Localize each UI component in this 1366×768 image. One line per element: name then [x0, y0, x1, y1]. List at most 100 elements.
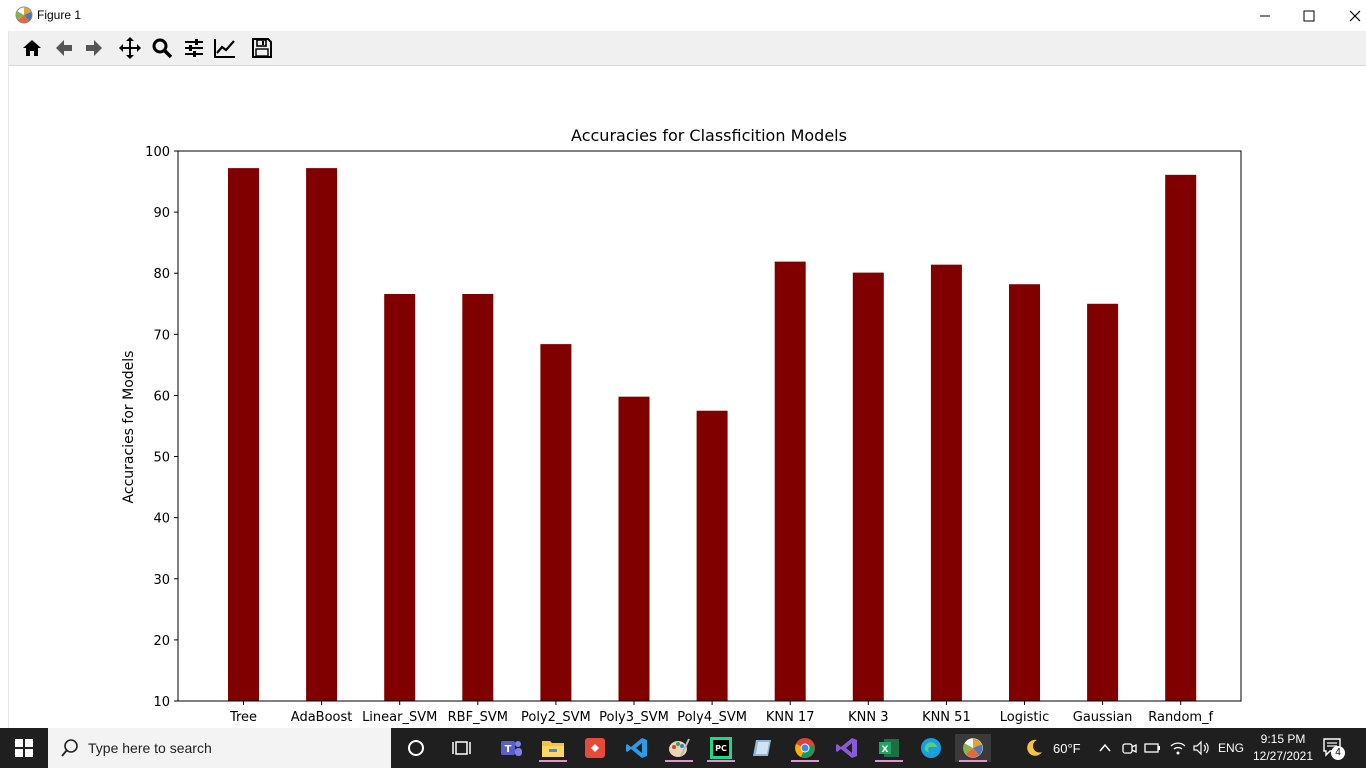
folder-icon — [542, 741, 564, 757]
title-bar: Figure 1 — [0, 0, 1366, 31]
x-tick-label: KNN 3 — [848, 710, 888, 725]
maximize-icon — [1303, 10, 1315, 21]
y-tick-label: 100 — [145, 145, 170, 160]
battery-icon[interactable] — [1144, 740, 1162, 756]
y-tick-label: 70 — [153, 328, 170, 343]
navigation-toolbar — [8, 31, 1366, 66]
notification-badge: 4 — [1331, 746, 1345, 760]
visual-studio-icon — [836, 738, 857, 758]
chrome-app[interactable] — [787, 734, 823, 762]
clock-date: 12/27/2021 — [1252, 749, 1314, 763]
x-tick-label: Logistic — [1000, 710, 1049, 725]
floppy-disk-icon — [252, 38, 272, 58]
home-icon — [23, 40, 41, 56]
chrome-icon — [795, 738, 815, 758]
excel-app[interactable]: X — [871, 734, 907, 762]
git-diamond-icon — [585, 738, 605, 758]
paint-app[interactable] — [661, 734, 697, 762]
svg-text:X: X — [882, 745, 889, 755]
task-view-button[interactable] — [445, 734, 481, 762]
matplotlib-app[interactable] — [955, 734, 991, 762]
teams-app[interactable]: T — [493, 734, 529, 762]
arrow-right-icon — [86, 40, 102, 56]
x-tick-label: Tree — [229, 710, 257, 725]
x-tick-label: Linear_SVM — [362, 710, 437, 725]
window-left-edge — [0, 31, 9, 728]
move-arrows-icon — [119, 37, 141, 59]
clock[interactable]: 9:15 PM 12/27/2021 — [1248, 731, 1318, 767]
active-indicator — [665, 760, 693, 762]
active-indicator — [959, 760, 987, 762]
bar-chart: Accuracies for Classficition Models Accu… — [121, 126, 1242, 725]
meet-now-icon[interactable] — [1121, 740, 1137, 756]
y-tick-label: 10 — [153, 695, 170, 710]
x-tick-label: RBF_SVM — [448, 710, 508, 725]
language-indicator[interactable]: ENG — [1218, 741, 1245, 755]
maximize-button[interactable] — [1286, 0, 1332, 31]
active-indicator — [707, 760, 735, 762]
configure-subplots-button[interactable] — [180, 35, 208, 61]
start-button[interactable] — [6, 734, 42, 762]
search-placeholder: Type here to search — [88, 740, 212, 756]
y-tick-label: 90 — [153, 206, 170, 221]
x-tick-label: Poly3_SVM — [599, 710, 669, 725]
minimize-button[interactable] — [1242, 0, 1288, 31]
x-tick-label: AdaBoost — [291, 710, 353, 725]
pycharm-app[interactable]: PC — [703, 734, 739, 762]
window-title: Figure 1 — [37, 8, 82, 22]
svg-text:T: T — [505, 744, 512, 755]
file-explorer-app[interactable] — [535, 734, 571, 762]
axes-frame — [177, 150, 1242, 702]
notebook-icon — [753, 740, 771, 756]
palette-icon — [669, 738, 690, 757]
sliders-icon — [185, 39, 203, 57]
x-ticks-group: Tree AdaBoost Linear_SVM RBF_SVM Poly2_SVM Po… — [229, 701, 1214, 725]
edge-app[interactable] — [913, 734, 949, 762]
y-tick-label: 60 — [153, 389, 170, 404]
edit-axis-button[interactable] — [211, 35, 239, 61]
windows-logo-icon — [15, 739, 33, 757]
bar-knn-17 — [774, 261, 806, 701]
notes-app[interactable] — [745, 734, 781, 762]
line-chart-icon — [214, 39, 235, 58]
wifi-icon[interactable] — [1169, 740, 1187, 756]
back-button[interactable] — [50, 35, 78, 61]
x-tick-label: Poly2_SVM — [521, 710, 591, 725]
y-tick-label: 80 — [153, 267, 170, 282]
x-tick-label: Random_f — [1148, 710, 1213, 725]
visual-studio-app[interactable] — [829, 734, 865, 762]
cortana-button[interactable] — [398, 734, 434, 762]
taskbar-search-box[interactable]: Type here to search — [48, 728, 391, 768]
vscode-app[interactable] — [619, 734, 655, 762]
svg-text:PC: PC — [715, 744, 727, 753]
magnifier-icon — [152, 38, 173, 59]
chevron-up-icon[interactable] — [1098, 741, 1112, 755]
y-tick-label: 50 — [153, 451, 170, 466]
volume-icon[interactable] — [1192, 740, 1210, 756]
save-button[interactable] — [248, 35, 276, 61]
pycharm-icon: PC — [710, 737, 732, 759]
forward-button[interactable] — [80, 35, 108, 61]
pan-button[interactable] — [116, 35, 144, 61]
active-indicator — [875, 760, 903, 762]
notification-count: 4 — [1335, 747, 1341, 758]
minimize-icon — [1260, 15, 1270, 16]
action-center-button[interactable]: 4 — [1322, 736, 1346, 760]
x-tick-label: KNN 51 — [922, 710, 971, 725]
y-ticks-group: 10 20 30 40 50 60 70 80 90 100 — [145, 145, 178, 710]
weather-temp[interactable]: 60°F — [1053, 741, 1081, 756]
taskbar: Type here to search T PC X — [0, 728, 1366, 768]
bar-knn-3 — [852, 272, 884, 701]
chart-title: Accuracies for Classficition Models — [571, 126, 847, 145]
git-app[interactable] — [577, 734, 613, 762]
bar-rbf-svm — [462, 294, 494, 701]
home-button[interactable] — [18, 35, 46, 61]
y-axis-label: Accuracies for Models — [121, 351, 137, 504]
close-button[interactable] — [1332, 0, 1366, 31]
task-view-icon — [452, 741, 471, 755]
clock-time: 9:15 PM — [1260, 732, 1306, 746]
active-indicator — [791, 760, 819, 762]
bar-gaussian — [1087, 303, 1119, 701]
teams-icon: T — [501, 741, 522, 756]
zoom-button[interactable] — [148, 35, 176, 61]
